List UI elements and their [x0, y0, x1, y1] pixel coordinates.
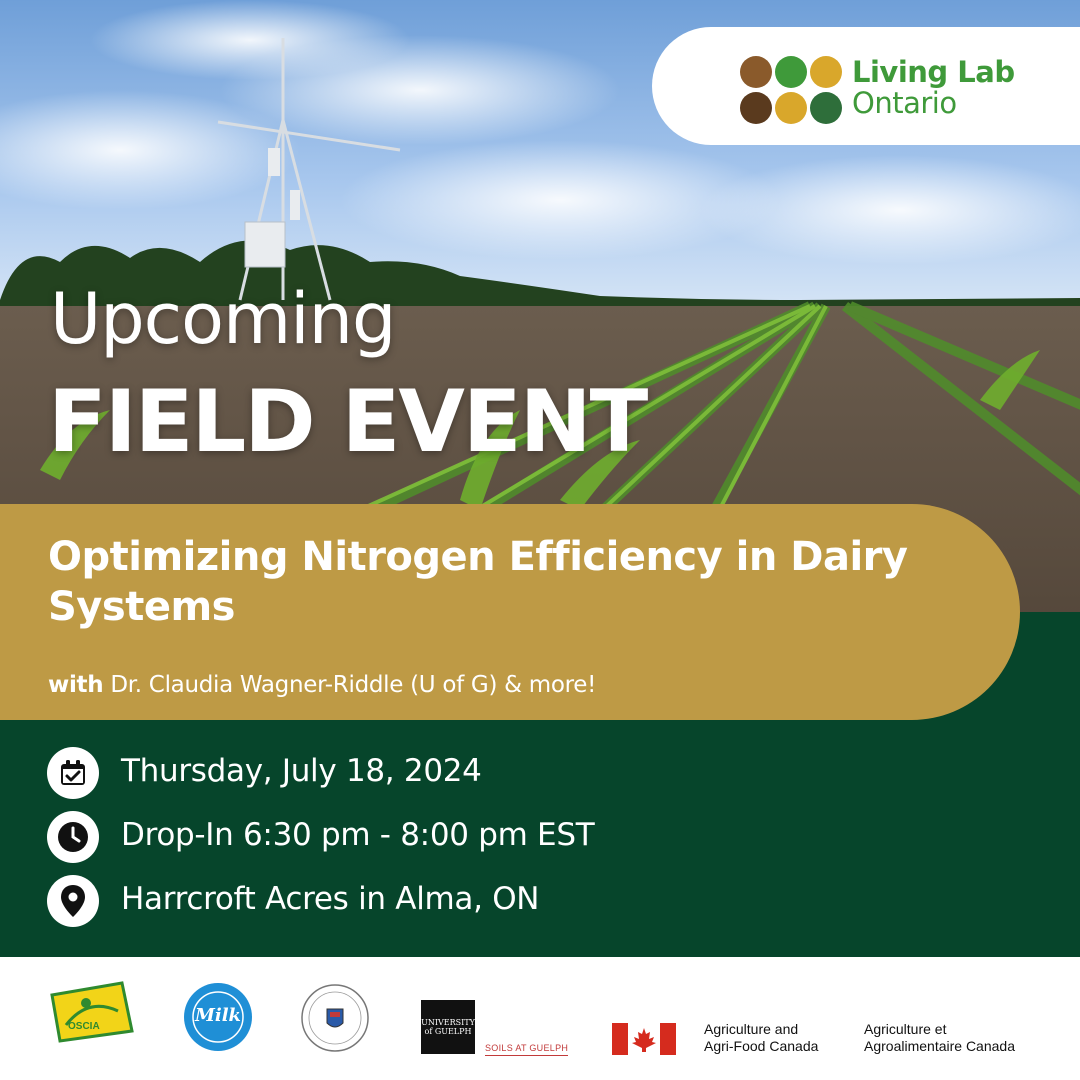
aafc-english: Agriculture and Agri-Food Canada — [704, 1021, 818, 1055]
living-lab-logo: Living Lab Ontario — [652, 27, 1080, 145]
headline-field-event: FIELD EVENT — [48, 372, 648, 472]
logo-line-1: Living Lab — [852, 55, 1015, 89]
oscia-text: OSCIA — [68, 1021, 100, 1032]
milk-text: Milk — [194, 1005, 242, 1026]
logo-line-2: Ontario — [852, 86, 957, 120]
clock-icon — [47, 811, 99, 863]
aafc-french: Agriculture et Agroalimentaire Canada — [864, 1021, 1015, 1055]
detail-date-text: Thursday, July 18, 2024 — [121, 753, 482, 789]
headline-upcoming: Upcoming — [50, 278, 396, 360]
event-title-banner — [0, 504, 1020, 720]
lightbulb-icon — [810, 56, 842, 88]
soils-at-guelph-text: SOILS AT GUELPH — [485, 1043, 569, 1056]
aafc-fr-line-2: Agroalimentaire Canada — [864, 1038, 1015, 1054]
pig-icon — [740, 92, 772, 124]
event-speaker: with Dr. Claudia Wagner-Riddle (U of G) … — [48, 672, 596, 698]
calendar-check-icon — [47, 747, 99, 799]
aafc-en-line-1: Agriculture and — [704, 1021, 799, 1037]
aafc-fr-line-1: Agriculture et — [864, 1021, 947, 1037]
canada-flag-icon — [612, 1023, 676, 1059]
wheat-icon — [740, 56, 772, 88]
detail-location-text: Harrcroft Acres in Alma, ON — [121, 881, 540, 917]
logo-wordmark: Living Lab Ontario — [852, 57, 1015, 119]
oscia-logo: OSCIA — [48, 981, 134, 1047]
speaker-name: Dr. Claudia Wagner-Riddle (U of G) & mor… — [110, 672, 597, 698]
tractor-icon — [775, 92, 807, 124]
county-crest-logo — [300, 983, 370, 1057]
logo-icon-grid — [740, 56, 844, 126]
university-of-guelph-logo: UNIVERSITY of GUELPH — [421, 1000, 475, 1054]
speaker-prefix: with — [48, 672, 104, 698]
detail-time-text: Drop-In 6:30 pm - 8:00 pm EST — [121, 817, 595, 853]
sponsor-strip: OSCIA Milk UNIVERSITY of GUELPH SOILS AT… — [0, 957, 1080, 1080]
dairy-farmers-logo: Milk — [183, 982, 253, 1056]
aafc-en-line-2: Agri-Food Canada — [704, 1038, 819, 1054]
event-title: Optimizing Nitrogen Efficiency in Dairy … — [48, 534, 908, 630]
cow-icon — [775, 56, 807, 88]
sheep-icon — [810, 92, 842, 124]
map-pin-icon — [47, 875, 99, 927]
